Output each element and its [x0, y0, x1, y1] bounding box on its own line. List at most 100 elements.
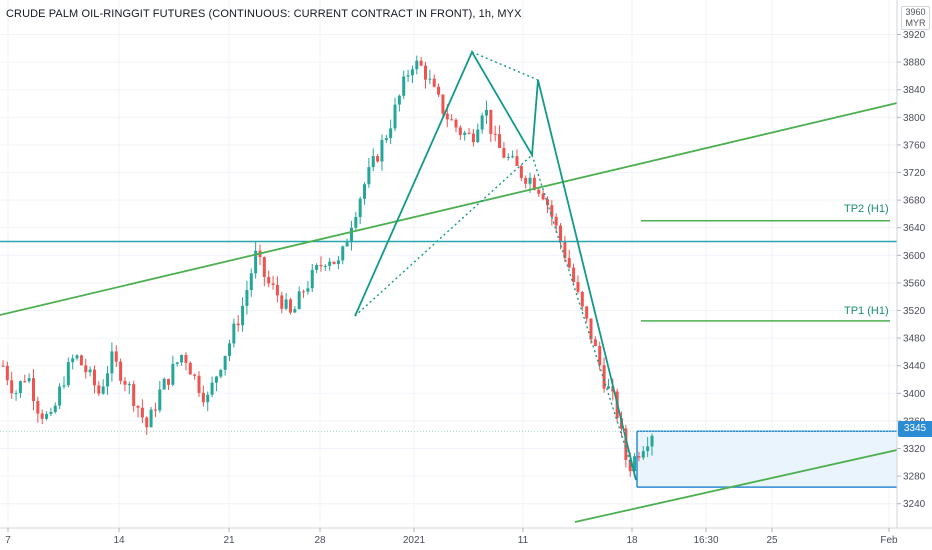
candle-body — [598, 346, 602, 366]
candle-body — [415, 60, 419, 70]
candle-body — [545, 199, 549, 206]
candle-body — [302, 291, 306, 293]
candle-body — [489, 109, 493, 134]
candle-body — [637, 456, 641, 458]
y-tick-label: 3640 — [903, 223, 926, 234]
candle-body — [206, 394, 210, 403]
candle-body — [458, 127, 462, 135]
candle-body — [467, 132, 471, 134]
candle-body — [223, 355, 227, 370]
candles — [1, 55, 654, 478]
last-price-tag: 3345 — [898, 421, 932, 437]
x-tick-label: 7 — [5, 535, 11, 546]
candle-body — [97, 385, 101, 394]
candle-body — [227, 343, 231, 356]
y-tick-label: 3560 — [903, 278, 926, 289]
candle-body — [633, 456, 637, 472]
candle-body — [580, 291, 584, 307]
pattern-bd-line — [531, 154, 637, 481]
y-tick-label: 3840 — [903, 85, 926, 96]
candle-body — [249, 273, 253, 291]
y-tick-label: 3400 — [903, 389, 926, 400]
candle-body — [345, 242, 349, 247]
candle-body — [162, 378, 166, 390]
candle-body — [123, 380, 127, 385]
candle-body — [476, 129, 480, 143]
candle-body — [136, 405, 140, 408]
candle-body — [280, 295, 284, 309]
pattern-ac-line — [471, 51, 539, 81]
candle-body — [349, 227, 353, 243]
candle-body — [14, 393, 18, 395]
candle-body — [437, 86, 441, 95]
candle-body — [646, 446, 650, 452]
candle-body — [27, 378, 31, 382]
candle-body — [175, 362, 179, 364]
currency-code: MYR — [905, 18, 926, 28]
candle-body — [585, 306, 589, 319]
candle-body — [167, 378, 171, 385]
candle-body — [567, 258, 571, 268]
candle-body — [454, 119, 458, 128]
candle-body — [576, 281, 580, 292]
y-tick-label: 3800 — [903, 113, 926, 124]
candle-body — [506, 156, 510, 158]
candle-body — [184, 355, 188, 363]
candle-body — [236, 323, 240, 326]
candle-body — [319, 265, 323, 267]
candle-body — [58, 386, 62, 406]
lower-trendline — [574, 449, 898, 523]
candle-body — [358, 198, 362, 217]
candle-body — [315, 265, 319, 270]
candle-body — [541, 193, 545, 200]
candle-body — [40, 413, 44, 419]
candle-body — [328, 261, 332, 266]
candle-body — [393, 104, 397, 129]
candle-body — [624, 428, 628, 460]
candle-body — [641, 451, 645, 458]
drawings[interactable] — [0, 50, 898, 523]
candle-body — [306, 288, 310, 292]
y-tick-label: 3760 — [903, 140, 926, 151]
y-tick-label: 3520 — [903, 306, 926, 317]
candle-body — [5, 365, 9, 381]
tp2-label: TP2 (H1) — [844, 203, 889, 215]
candle-body — [524, 177, 528, 184]
candle-body — [10, 380, 14, 394]
y-tick-label: 3480 — [903, 334, 926, 345]
x-tick-label: 16:30 — [693, 535, 718, 546]
x-tick-label: Feb — [880, 535, 898, 546]
candle-body — [153, 409, 157, 411]
candle-body — [106, 373, 110, 387]
candle-body — [550, 205, 554, 217]
candle-body — [18, 381, 22, 394]
candle-body — [484, 109, 488, 116]
candle-body — [498, 134, 502, 148]
candle-body — [275, 284, 279, 296]
candle-body — [511, 156, 515, 158]
candle-body — [49, 412, 53, 414]
candle-body — [79, 355, 83, 366]
candle-body — [75, 355, 79, 359]
x-tick-label: 28 — [314, 535, 326, 546]
candle-body — [241, 305, 245, 326]
candle-body — [201, 392, 205, 403]
candle-body — [341, 246, 345, 261]
candle-body — [180, 355, 184, 363]
candle-body — [158, 389, 162, 411]
y-tick-label: 3720 — [903, 168, 926, 179]
candle-body — [88, 369, 92, 373]
candle-body — [245, 290, 249, 306]
currency-button[interactable]: 3960 MYR — [901, 6, 930, 30]
candle-body — [367, 167, 371, 185]
candle-body — [219, 369, 223, 377]
candle-body — [410, 69, 414, 76]
candle-body — [554, 216, 558, 226]
candle-body — [376, 156, 380, 162]
candle-body — [528, 177, 532, 184]
x-tick-label: 18 — [626, 535, 638, 546]
x-tick-label: 11 — [518, 535, 529, 546]
candle-body — [254, 250, 258, 274]
candle-body — [36, 401, 40, 414]
